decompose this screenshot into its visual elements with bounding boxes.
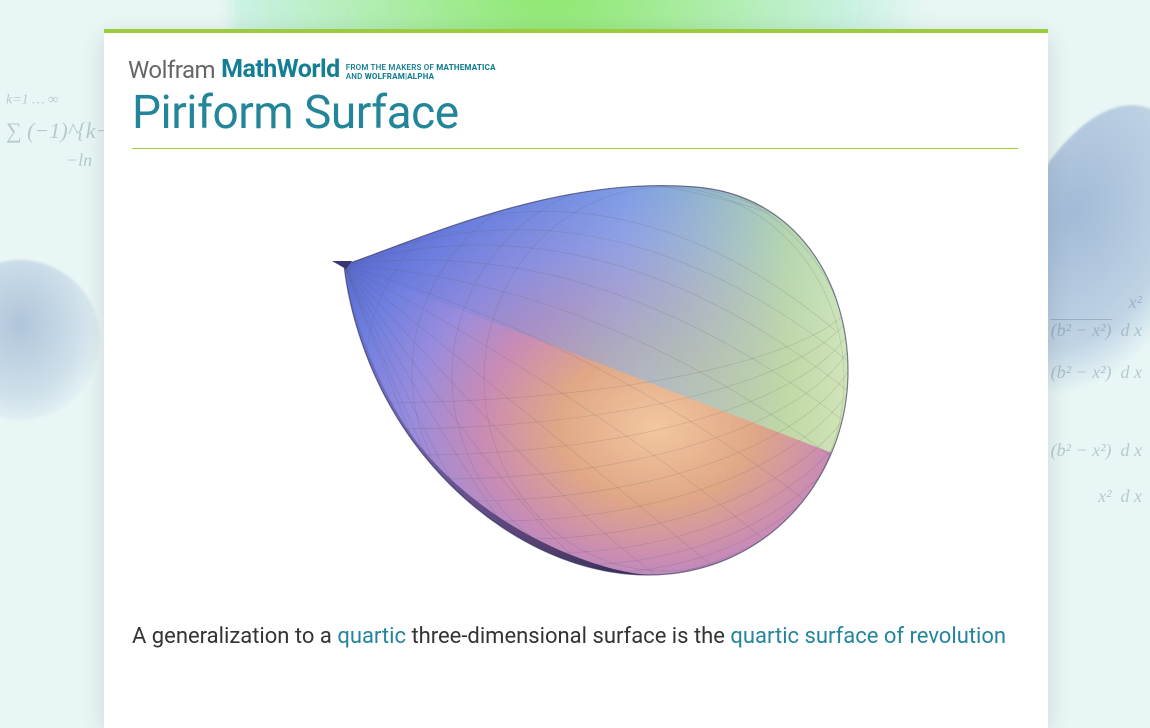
bg-formula-r1a: x² — [1129, 292, 1142, 312]
bg-formula-r5a: x² — [1098, 486, 1111, 506]
content-card: Wolfram MathWorld FROM THE MAKERS OF MAT… — [104, 29, 1048, 728]
bg-formula-r3a: (b² − x²) — [1051, 362, 1112, 382]
bg-formula-r3b: d x — [1121, 362, 1143, 382]
piriform-body — [344, 186, 848, 575]
bg-formula-negln: −ln — [66, 150, 92, 171]
brand-wolfram[interactable]: Wolfram — [128, 56, 215, 84]
bg-shape-surface-left — [0, 260, 100, 420]
bg-formula-r3: (b² − x²) d x — [1051, 362, 1142, 383]
body-text-mid: three-dimensional surface is the — [406, 624, 730, 649]
brand-tagline-l2p: AND — [346, 72, 365, 81]
bg-formula-r4b: d x — [1121, 440, 1143, 460]
brand-tagline-mathematica: MATHEMATICA — [436, 63, 495, 72]
brand-bar: Wolfram MathWorld FROM THE MAKERS OF MAT… — [104, 33, 1048, 84]
bg-formula-r2: (b² − x²) d x — [1051, 320, 1142, 341]
brand-mathworld[interactable]: MathWorld — [221, 55, 340, 84]
brand-tagline: FROM THE MAKERS OF MATHEMATICA AND WOLFR… — [346, 63, 496, 84]
bg-formula-r5: x² d x — [1098, 486, 1142, 507]
bg-formula-r4a: (b² − x²) — [1051, 440, 1112, 460]
link-quartic-surface-of-revolution[interactable]: quartic surface of revolution — [730, 624, 1006, 649]
figure-container — [104, 149, 1048, 601]
body-text-prefix: A generalization to a — [132, 624, 337, 649]
bg-formula-r2b: d x — [1121, 320, 1143, 340]
bg-formula-r1: x² — [1129, 292, 1142, 313]
page-title: Piriform Surface — [132, 86, 1018, 149]
bg-formula-r4: (b² − x²) d x — [1051, 440, 1142, 461]
bg-formula-bounds: k=1 … ∞ — [6, 93, 58, 108]
brand-tagline-alpha: WOLFRAM|ALPHA — [365, 72, 434, 81]
link-quartic[interactable]: quartic — [337, 624, 406, 649]
body-paragraph: A generalization to a quartic three-dime… — [132, 619, 1018, 655]
brand-tagline-l1: FROM THE MAKERS OF — [346, 63, 437, 72]
piriform-surface-svg — [296, 171, 856, 591]
bg-formula-r5b: d x — [1121, 486, 1143, 506]
bg-formula-r2a: (b² − x²) — [1051, 320, 1112, 340]
